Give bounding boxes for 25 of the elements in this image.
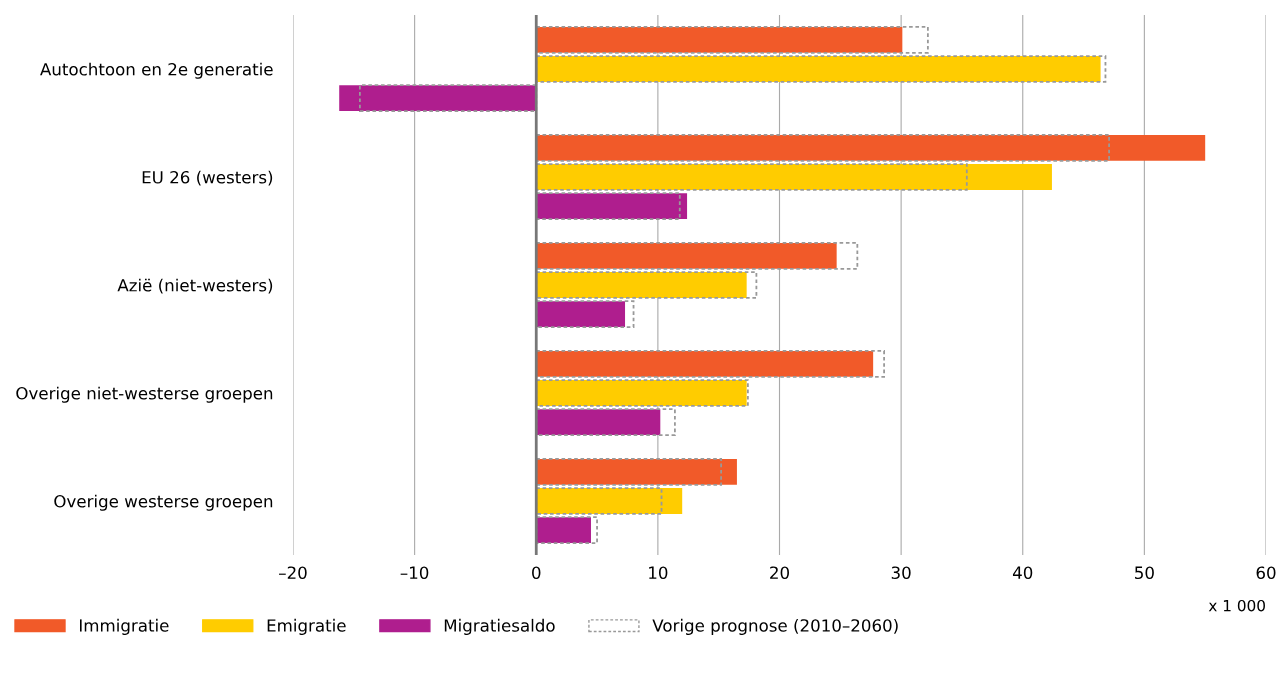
x-tick-label: 40 (1012, 566, 1033, 580)
y-tick-label: Autochtoon en 2e generatie (40, 62, 273, 79)
legend-label: Migratiesaldo (444, 618, 555, 635)
x-tick-label: 20 (770, 566, 789, 580)
x-tick-label: 60 (1256, 566, 1276, 580)
x-tick-label: –10 (400, 566, 429, 580)
legend-label: Vorige prognose (2010–2060) (652, 618, 898, 635)
legend-label: Emigratie (267, 618, 346, 635)
bar (536, 488, 683, 514)
bar (536, 409, 661, 436)
bar (358, 84, 538, 113)
y-tick-label: Azië (niet-westers) (117, 278, 273, 294)
x-tick-label: –20 (279, 566, 307, 580)
y-tick-label: Overige westerse groepen (54, 494, 273, 511)
bar (536, 164, 1052, 190)
x-tick-label: 30 (891, 566, 911, 580)
x-tick-label: 50 (1135, 566, 1154, 580)
x-tick-label: 0 (532, 566, 541, 580)
x-tick-label: 10 (649, 566, 668, 580)
y-tick-label: EU 26 (westers) (142, 170, 273, 186)
y-tick-label: Overige niet-westerse groepen (16, 386, 273, 403)
legend-label: Immigratie (79, 618, 169, 635)
bar (339, 85, 537, 112)
text: x 1 000 (1208, 599, 1265, 612)
bar (536, 134, 1206, 161)
